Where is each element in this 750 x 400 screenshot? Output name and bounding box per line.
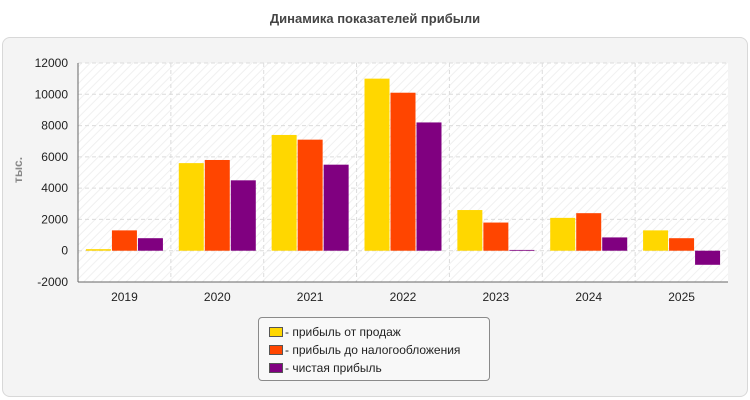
x-tick-label: 2025 (668, 290, 695, 304)
bar (669, 238, 695, 251)
y-tick-label: -2000 (37, 275, 68, 289)
tick-labels: -2000 0 2000 4000 6000 8000 10000 12000 2019 2020… (35, 56, 696, 304)
y-tick-label: 10000 (35, 87, 69, 101)
bar (483, 222, 509, 251)
bar (323, 164, 349, 251)
bar (271, 134, 297, 251)
x-tick-label: 2021 (297, 290, 324, 304)
bar (178, 163, 204, 251)
bar (550, 217, 576, 251)
y-axis-label: тыс. (11, 157, 25, 183)
x-tick-label: 2022 (390, 290, 417, 304)
legend-swatch (269, 345, 283, 355)
bar (297, 139, 323, 251)
legend-item-sales-profit: - прибыль от продаж (269, 323, 489, 341)
legend-swatch (269, 363, 283, 373)
legend-swatch (269, 327, 283, 337)
y-tick-label: 4000 (41, 181, 68, 195)
y-tick-label: 2000 (41, 212, 68, 226)
bar (230, 180, 256, 251)
bar (643, 230, 669, 251)
legend-label: - прибыль от продаж (285, 325, 401, 339)
x-tick-label: 2023 (483, 290, 510, 304)
y-tick-label: 6000 (41, 150, 68, 164)
legend-label: - прибыль до налогообложения (285, 343, 461, 357)
y-tick-label: 8000 (41, 119, 68, 133)
bar (602, 237, 628, 251)
x-tick-label: 2024 (575, 290, 602, 304)
bar (204, 159, 230, 251)
bar (390, 92, 416, 251)
x-tick-label: 2020 (204, 290, 231, 304)
bar (111, 230, 137, 251)
chart-title: Динамика показателей прибыли (269, 11, 481, 26)
legend-item-pretax-profit: - прибыль до налогообложения (269, 341, 489, 359)
bar (695, 250, 721, 265)
bar (364, 78, 390, 251)
bar (576, 213, 602, 251)
bar (509, 249, 535, 251)
bar (85, 249, 111, 251)
axes (77, 63, 728, 283)
legend: - прибыль от продаж - прибыль до налогоо… (258, 317, 490, 381)
legend-label: - чистая прибыль (285, 361, 382, 375)
y-tick-label: 12000 (35, 56, 69, 70)
bar (137, 238, 163, 251)
bar (457, 210, 483, 251)
y-tick-label: 0 (61, 244, 68, 258)
bars (85, 78, 721, 265)
x-tick-label: 2019 (111, 290, 138, 304)
legend-item-net-profit: - чистая прибыль (269, 359, 489, 377)
bar (416, 122, 442, 251)
